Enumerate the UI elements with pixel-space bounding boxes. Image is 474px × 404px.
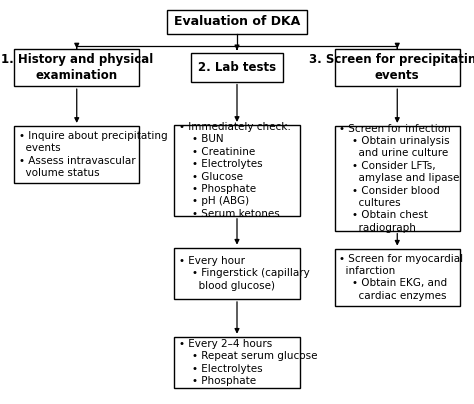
Text: 2. Lab tests: 2. Lab tests [198, 61, 276, 74]
FancyBboxPatch shape [14, 48, 139, 86]
FancyBboxPatch shape [14, 126, 139, 183]
Text: • Immediately check:
    • BUN
    • Creatinine
    • Electrolytes
    • Glucose: • Immediately check: • BUN • Creatinine … [179, 122, 291, 219]
Text: • Every hour
    • Fingerstick (capillary
      blood glucose): • Every hour • Fingerstick (capillary bl… [179, 256, 310, 290]
FancyBboxPatch shape [335, 48, 460, 86]
Text: • Inquire about precipitating
  events
• Assess intravascular
  volume status: • Inquire about precipitating events • A… [18, 131, 167, 178]
Text: 1. History and physical
examination: 1. History and physical examination [0, 53, 153, 82]
FancyBboxPatch shape [191, 53, 283, 82]
Text: • Every 2–4 hours
    • Repeat serum glucose
    • Electrolytes
    • Phosphate: • Every 2–4 hours • Repeat serum glucose… [179, 339, 318, 386]
FancyBboxPatch shape [167, 10, 307, 34]
Text: 3. Screen for precipitating
events: 3. Screen for precipitating events [310, 53, 474, 82]
FancyBboxPatch shape [174, 125, 300, 216]
Text: • Screen for myocardial
  infarction
    • Obtain EKG, and
      cardiac enzymes: • Screen for myocardial infarction • Obt… [339, 254, 463, 301]
Text: Evaluation of DKA: Evaluation of DKA [174, 15, 300, 28]
Text: • Screen for infection
    • Obtain urinalysis
      and urine culture
    • Con: • Screen for infection • Obtain urinalys… [339, 124, 460, 233]
FancyBboxPatch shape [174, 337, 300, 388]
FancyBboxPatch shape [174, 248, 300, 299]
FancyBboxPatch shape [335, 248, 460, 306]
FancyBboxPatch shape [335, 126, 460, 231]
